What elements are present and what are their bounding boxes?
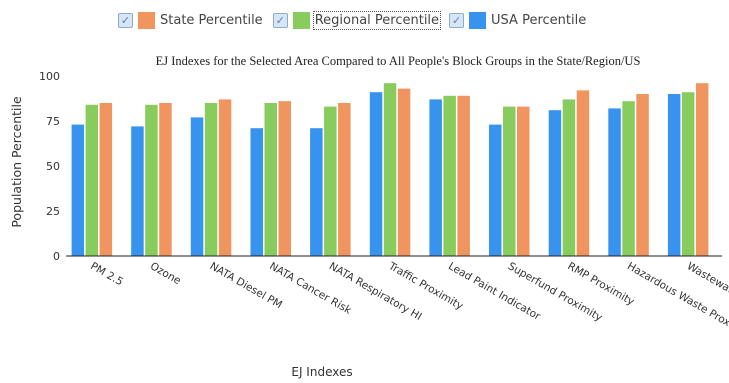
bar-regional-percentile-superfund-proximity[interactable]: [503, 106, 516, 256]
x-axis-label: EJ Indexes: [291, 365, 352, 379]
bar-state-percentile-nata-respiratory-hi[interactable]: [338, 103, 351, 256]
checkbox-checked-icon[interactable]: ✓: [449, 12, 465, 28]
x-tick-label: Ozone: [148, 260, 183, 287]
checkbox-checked-icon[interactable]: ✓: [272, 12, 288, 28]
legend-label-usa: USA Percentile: [491, 12, 587, 28]
legend-swatch-usa: [469, 11, 487, 29]
legend-item-usa[interactable]: ✓ USA Percentile: [449, 11, 587, 29]
bar-regional-percentile-hazardous-waste-proximity[interactable]: [622, 101, 635, 256]
bar-regional-percentile-lead-paint-indicator[interactable]: [443, 95, 456, 256]
bar-regional-percentile-traffic-proximity[interactable]: [383, 83, 397, 256]
bar-regional-percentile-wastewater-discharge-indicator[interactable]: [681, 92, 695, 256]
bar-regional-percentile-nata-diesel-pm[interactable]: [204, 103, 218, 256]
bar-regional-percentile-ozone[interactable]: [145, 104, 158, 256]
bar-state-percentile-traffic-proximity[interactable]: [397, 88, 411, 256]
y-tick-label: 50: [46, 160, 60, 173]
bar-state-percentile-rmp-proximity[interactable]: [576, 90, 590, 257]
bar-state-percentile-superfund-proximity[interactable]: [517, 106, 530, 256]
bar-state-percentile-nata-cancer-risk[interactable]: [278, 101, 292, 256]
bar-usa-percentile-nata-respiratory-hi[interactable]: [310, 128, 323, 256]
legend-label-state: State Percentile: [160, 12, 263, 28]
bar-usa-percentile-traffic-proximity[interactable]: [369, 92, 383, 256]
bar-usa-percentile-ozone[interactable]: [131, 126, 144, 257]
bar-usa-percentile-hazardous-waste-proximity[interactable]: [608, 108, 621, 257]
bar-state-percentile-pm-2-5[interactable]: [99, 103, 113, 256]
bar-regional-percentile-nata-respiratory-hi[interactable]: [324, 106, 337, 256]
bar-usa-percentile-nata-cancer-risk[interactable]: [250, 128, 264, 256]
bar-regional-percentile-pm-2-5[interactable]: [85, 104, 99, 256]
bar-usa-percentile-superfund-proximity[interactable]: [489, 124, 502, 256]
legend-label-regional: Regional Percentile: [312, 10, 442, 30]
y-tick-label: 0: [53, 250, 60, 263]
bar-state-percentile-nata-diesel-pm[interactable]: [218, 99, 232, 257]
bar-regional-percentile-nata-cancer-risk[interactable]: [264, 103, 278, 256]
bar-state-percentile-lead-paint-indicator[interactable]: [457, 95, 470, 256]
legend-swatch-regional: [292, 11, 310, 29]
bar-usa-percentile-pm-2-5[interactable]: [71, 124, 85, 256]
legend-swatch-state: [138, 11, 155, 29]
chart-title: EJ Indexes for the Selected Area Compare…: [156, 54, 641, 68]
bar-state-percentile-hazardous-waste-proximity[interactable]: [636, 94, 649, 256]
x-tick-label: PM 2.5: [88, 260, 125, 288]
bar-state-percentile-ozone[interactable]: [159, 103, 172, 256]
chart-legend: ✓ State Percentile ✓ Regional Percentile…: [118, 9, 596, 31]
y-tick-label: 100: [39, 70, 60, 83]
bar-regional-percentile-rmp-proximity[interactable]: [562, 99, 576, 257]
y-tick-label: 25: [46, 205, 60, 218]
bar-usa-percentile-lead-paint-indicator[interactable]: [429, 99, 442, 257]
y-tick-label: 75: [46, 115, 60, 128]
bars: [71, 83, 709, 257]
legend-item-state[interactable]: ✓ State Percentile: [118, 11, 263, 29]
bar-usa-percentile-wastewater-discharge-indicator[interactable]: [667, 94, 681, 256]
y-axis-ticks: 0 25 50 75 100: [39, 70, 60, 263]
bar-usa-percentile-nata-diesel-pm[interactable]: [190, 117, 204, 257]
legend-item-regional[interactable]: ✓ Regional Percentile: [272, 10, 442, 30]
bar-usa-percentile-rmp-proximity[interactable]: [548, 110, 562, 256]
checkbox-checked-icon[interactable]: ✓: [118, 12, 133, 28]
bar-state-percentile-wastewater-discharge-indicator[interactable]: [695, 83, 709, 256]
y-axis-label: Population Percentile: [9, 96, 24, 228]
